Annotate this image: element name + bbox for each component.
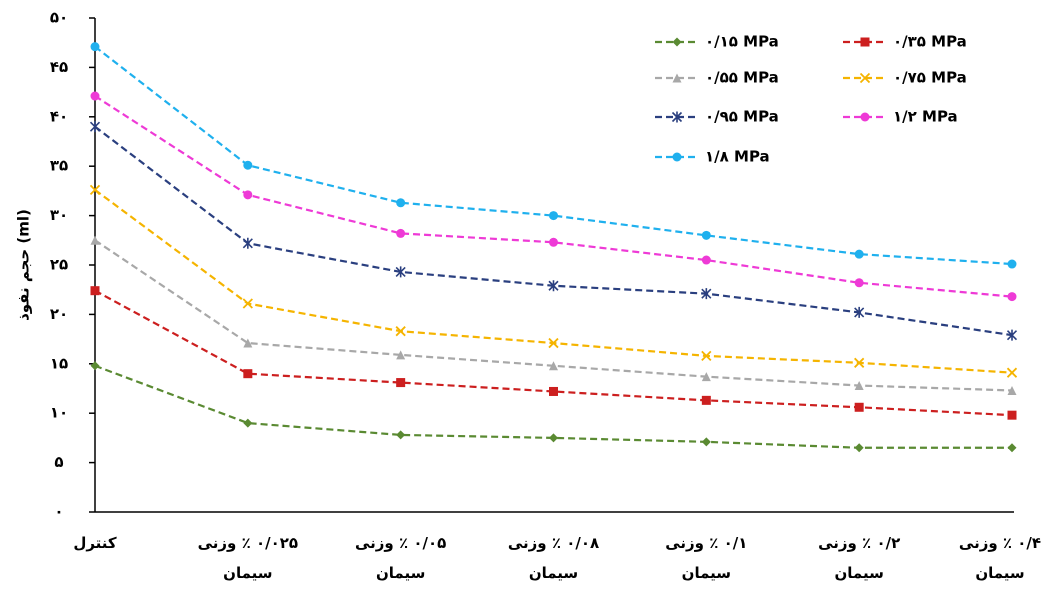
y-tick-label: ۵۰: [50, 9, 68, 27]
marker: [549, 237, 558, 247]
legend-marker: [860, 37, 870, 47]
marker: [242, 298, 253, 309]
marker: [854, 381, 864, 391]
marker: [854, 249, 864, 259]
x-tick-label: ۰/۰۸ ٪ وزنی سیمان: [507, 534, 600, 582]
marker: [854, 306, 865, 318]
marker: [90, 91, 100, 101]
marker: [396, 350, 406, 360]
marker: [549, 211, 558, 221]
series-line: [94, 125, 1013, 337]
marker: [548, 337, 559, 349]
y-tick-label: ۵: [54, 453, 63, 471]
marker: [854, 443, 864, 453]
marker: [243, 190, 253, 200]
legend-marker: [672, 152, 682, 162]
legend-marker: [672, 73, 682, 83]
series-line: [94, 289, 1013, 417]
x-tick-label: ۰/۲ ٪ وزنی سیمان: [818, 534, 901, 582]
legend-label: ۰/۳۵ MPa: [893, 33, 967, 51]
marker: [701, 350, 712, 362]
marker: [1006, 367, 1018, 378]
marker: [396, 378, 406, 388]
marker: [395, 326, 406, 337]
marker: [1007, 292, 1017, 302]
marker: [1006, 329, 1018, 341]
x-tick-label: ۰/۰۲۵ ٪ وزنی سیمان: [197, 534, 299, 582]
legend-marker: [671, 111, 683, 123]
x-tick-label: ۰/۰۵ ٪ وزنی سیمان: [354, 534, 447, 582]
marker: [854, 278, 864, 288]
marker: [549, 386, 558, 396]
marker: [1007, 443, 1017, 453]
marker: [90, 42, 100, 52]
legend-label: ۰/۵۵ MPa: [705, 69, 779, 87]
y-tick-label: ۲۵: [50, 256, 68, 274]
y-tick-label: ۲۰: [50, 305, 68, 323]
marker: [90, 286, 100, 296]
marker: [701, 255, 711, 265]
marker: [243, 418, 253, 428]
x-tick-label: ۰/۴ ٪ وزنی سیمان: [958, 534, 1042, 582]
marker: [549, 361, 558, 371]
marker: [548, 280, 559, 292]
marker: [243, 338, 253, 348]
marker: [243, 160, 253, 170]
legend-marker: [672, 37, 682, 47]
marker: [90, 235, 100, 245]
marker: [701, 372, 711, 382]
marker: [89, 184, 101, 196]
legend-marker: [859, 72, 871, 84]
marker: [701, 230, 711, 240]
y-tick-label: ۱۰: [50, 404, 68, 422]
y-tick-label: ۴۵: [50, 58, 68, 76]
y-tick-label: ۳۰: [50, 206, 68, 224]
y-axis-title: حجم نفوذ (ml): [15, 209, 33, 321]
x-tick-label: کنترل: [73, 534, 117, 552]
series-line: [94, 95, 1013, 298]
y-tick-label: ۴۰: [50, 107, 68, 125]
legend-label: ۱/۲ MPa: [893, 108, 958, 126]
series-line: [94, 45, 1013, 266]
y-tick-label: ۰: [54, 503, 63, 521]
marker: [90, 361, 100, 371]
marker: [549, 433, 558, 443]
marker: [854, 357, 865, 368]
marker: [395, 266, 406, 278]
y-tick-label: ۱۵: [50, 354, 68, 372]
legend-marker: [860, 112, 870, 122]
marker: [396, 430, 406, 440]
marker: [1007, 259, 1017, 269]
y-tick-label: ۳۵: [50, 157, 68, 175]
marker: [701, 395, 711, 405]
legend-label: ۰/۷۵ MPa: [893, 69, 967, 87]
marker: [1007, 410, 1017, 420]
marker: [243, 369, 253, 379]
legend-label: ۱/۸ MPa: [705, 148, 770, 166]
x-tick-label: ۰/۱ ٪ وزنی سیمان: [665, 534, 748, 582]
marker: [396, 228, 406, 238]
marker: [854, 402, 864, 412]
marker: [242, 237, 253, 249]
marker: [701, 288, 712, 300]
legend-label: ۰/۱۵ MPa: [705, 33, 779, 51]
legend-label: ۰/۹۵ MPa: [705, 108, 779, 126]
marker: [89, 121, 101, 133]
marker: [1007, 385, 1017, 395]
marker: [396, 198, 406, 208]
marker: [701, 437, 711, 447]
